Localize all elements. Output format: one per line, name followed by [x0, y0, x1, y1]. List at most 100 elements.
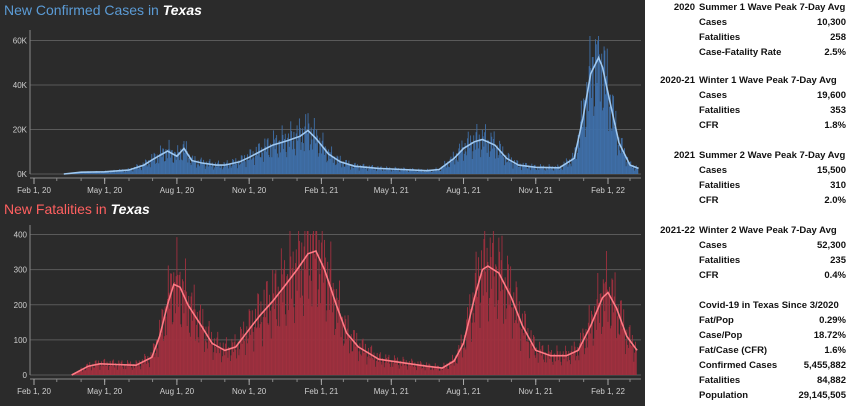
fatalities-x-tick-label: Nov 1, 21 [519, 387, 554, 396]
cases-daily-bar [267, 138, 269, 174]
fatalities-daily-bar [398, 368, 400, 375]
fatalities-daily-bar [247, 338, 249, 375]
fatalities-daily-bar [395, 363, 397, 375]
cases-daily-bar [347, 163, 349, 174]
fatalities-daily-bar [425, 365, 427, 375]
fatalities-daily-bar [262, 346, 263, 375]
fatalities-daily-bar [391, 360, 393, 375]
fatalities-daily-bar [615, 305, 617, 375]
fatalities-daily-bar [601, 333, 603, 375]
fatalities-daily-bar [626, 329, 628, 375]
cases-daily-bar [208, 161, 210, 174]
cases-daily-bar [273, 130, 274, 174]
cases-daily-bar [141, 165, 143, 174]
cases-daily-bar [416, 172, 418, 174]
fatalities-daily-bar [526, 341, 528, 375]
fatalities-daily-bar [506, 308, 508, 375]
cases-daily-bar [462, 147, 464, 174]
fatalities-daily-bar [125, 369, 127, 375]
fatalities-daily-bar [259, 324, 261, 375]
fatalities-daily-bar [358, 351, 360, 375]
cases-daily-bar [102, 171, 104, 174]
cases-daily-bar [302, 128, 303, 174]
cases-daily-bar [574, 147, 576, 174]
cases-daily-bar [616, 155, 618, 174]
cases-daily-bar [532, 167, 534, 174]
fatalities-daily-bar [149, 357, 151, 375]
fatalities-daily-bar [351, 351, 353, 375]
cases-daily-bar [362, 164, 364, 174]
cases-daily-bar [331, 155, 333, 174]
fatalities-daily-bar [210, 344, 212, 375]
cases-daily-bar [438, 168, 440, 174]
fatalities-daily-bar [584, 348, 586, 375]
fatalities-daily-bar [620, 300, 622, 375]
cases-daily-bar [587, 89, 589, 174]
fatalities-daily-bar [544, 351, 546, 375]
stats-row-value: 10,300 [816, 17, 846, 28]
fatalities-daily-bar [232, 351, 234, 375]
cases-daily-bar [521, 170, 523, 174]
fatalities-daily-bar [322, 263, 324, 375]
fatalities-daily-bar [477, 297, 479, 375]
cases-daily-bar [324, 154, 325, 174]
cases-daily-bar [247, 160, 249, 174]
fatalities-daily-bar [440, 366, 442, 375]
cases-daily-bar [518, 166, 520, 174]
fatalities-daily-bar [496, 318, 498, 375]
cases-daily-bar [636, 167, 638, 174]
fatalities-x-tick-label: Aug 1, 20 [160, 387, 195, 396]
cases-daily-bar [540, 166, 542, 174]
cases-daily-bar [108, 171, 110, 174]
fatalities-daily-bar [205, 326, 207, 375]
fatalities-daily-bar [173, 272, 175, 375]
fatalities-daily-bar [83, 369, 84, 375]
cases-daily-bar [123, 171, 124, 174]
cases-daily-bar [339, 159, 340, 174]
cases-daily-bar [82, 172, 84, 174]
fatalities-daily-bar [195, 340, 197, 375]
fatalities-daily-bar [467, 327, 469, 375]
fatalities-daily-bar [126, 366, 128, 375]
fatalities-daily-bar [520, 350, 522, 375]
fatalities-daily-bar [361, 339, 363, 375]
fatalities-daily-bar [199, 310, 201, 375]
cases-daily-bar [388, 168, 390, 174]
cases-daily-bar [252, 151, 254, 174]
fatalities-daily-bar [388, 354, 390, 375]
fatalities-daily-bar [594, 312, 596, 375]
fatalities-daily-bar [82, 371, 84, 375]
fatalities-daily-bar [449, 361, 451, 375]
cases-daily-bar [571, 157, 573, 174]
cases-daily-bar [372, 168, 374, 174]
cases-daily-bar [105, 172, 107, 174]
cases-daily-bar [166, 150, 168, 174]
fatalities-daily-bar [456, 363, 457, 375]
fatalities-daily-bar [419, 361, 421, 375]
cases-daily-bar [86, 172, 88, 174]
cases-daily-bar [617, 144, 619, 174]
cases-daily-bar [506, 162, 508, 174]
cases-daily-bar [478, 134, 480, 174]
fatalities-daily-bar [476, 292, 478, 375]
fatalities-daily-bar [605, 281, 607, 375]
cases-daily-bar [454, 164, 456, 174]
fatalities-daily-bar [178, 306, 179, 375]
fatalities-daily-bar [302, 316, 304, 375]
stats-row-label: Fatalities [699, 105, 741, 116]
fatalities-daily-bar [221, 362, 223, 375]
cases-daily-bar [455, 159, 457, 174]
fatalities-daily-bar [191, 292, 193, 375]
fatalities-daily-bar [562, 351, 564, 375]
fatalities-daily-bar [525, 341, 527, 375]
cases-daily-bar [480, 157, 482, 174]
fatalities-daily-bar [333, 289, 335, 375]
fatalities-daily-bar [541, 345, 543, 375]
stats-row: Confirmed Cases 5,455,882 [650, 358, 848, 373]
fatalities-daily-bar [291, 268, 293, 375]
fatalities-daily-bar [325, 321, 327, 375]
fatalities-daily-bar [592, 345, 594, 375]
cases-daily-bar [390, 170, 391, 174]
stats-row: CFR 1.8% [650, 118, 848, 133]
cases-daily-bar [409, 168, 411, 174]
